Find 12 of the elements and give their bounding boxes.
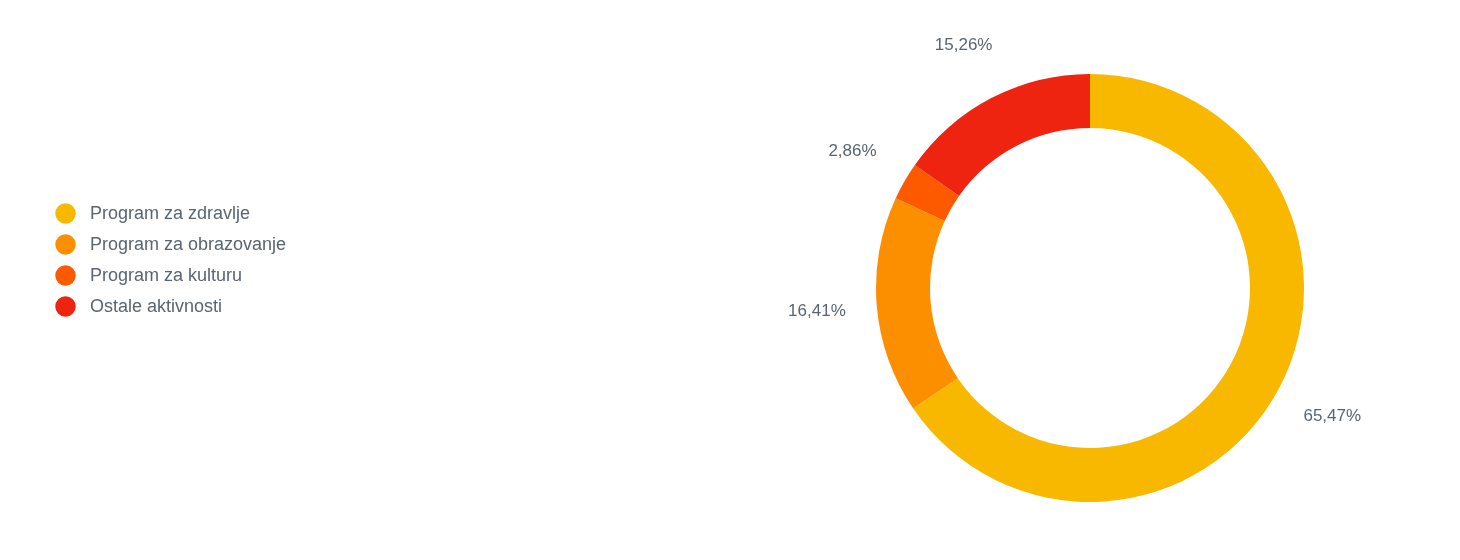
data-label: 2,86%	[828, 141, 877, 161]
donut-slice	[913, 74, 1304, 502]
legend-label: Program za obrazovanje	[90, 233, 287, 254]
donut-slice	[895, 165, 960, 221]
data-label: 15,26%	[934, 34, 993, 54]
legend-label: Program za kulturu	[90, 264, 243, 285]
donut-slice	[914, 74, 1090, 197]
data-label: 65,47%	[1303, 405, 1362, 425]
legend-label: Ostale aktivnosti	[90, 295, 223, 316]
legend-label: Program za zdravlje	[90, 202, 251, 223]
donut-slice	[876, 198, 958, 409]
data-label: 16,41%	[788, 300, 846, 320]
